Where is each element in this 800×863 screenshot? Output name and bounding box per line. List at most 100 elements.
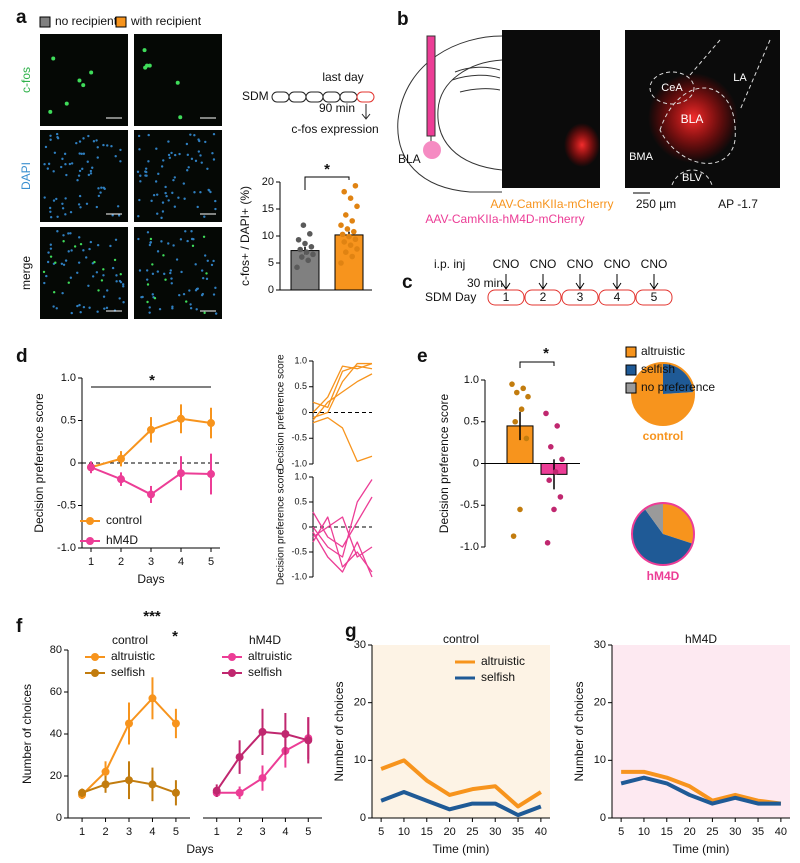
- legend-title: hM4D: [249, 633, 281, 647]
- cell: [144, 170, 147, 173]
- day-number: 2: [540, 290, 547, 304]
- cell: [61, 157, 64, 161]
- legend-swatch: [625, 346, 637, 358]
- marker: [148, 780, 157, 789]
- cell: [151, 272, 155, 276]
- y-tick-label: 30: [594, 639, 606, 651]
- cell: [170, 151, 173, 155]
- micrograph: [134, 34, 222, 126]
- cell: [186, 153, 190, 157]
- cell: [64, 101, 69, 106]
- x-tick-label: 4: [178, 556, 184, 568]
- cell: [117, 214, 121, 217]
- cell: [178, 152, 181, 156]
- cell: [70, 162, 74, 165]
- y-tick-label: 0.5: [61, 414, 76, 426]
- legend-marker: [228, 669, 236, 677]
- data-point: [554, 423, 560, 429]
- injection-site: [423, 141, 441, 159]
- drug-label: CNO: [604, 257, 631, 271]
- cell: [97, 187, 100, 190]
- cell: [109, 244, 112, 248]
- cell: [87, 173, 91, 177]
- day-pill: [524, 289, 562, 306]
- cell: [187, 166, 190, 169]
- x-axis-label: Days: [137, 572, 164, 586]
- pie-slice: [663, 503, 694, 544]
- pie-border: [631, 362, 695, 426]
- cell: [80, 152, 83, 156]
- y-tick-label: 10: [262, 230, 274, 242]
- cell: [100, 279, 104, 282]
- data-point: [544, 540, 551, 546]
- cell: [65, 173, 68, 177]
- cell: [113, 258, 117, 262]
- y-tick-label: -1.0: [57, 542, 76, 554]
- data-point: [557, 494, 564, 500]
- y-tick-label: 0: [56, 812, 62, 824]
- legend-swatch: [625, 364, 637, 376]
- area-outlines: [649, 39, 771, 186]
- data-point: [520, 385, 526, 392]
- x-tick-label: 40: [535, 826, 547, 838]
- cell: [169, 271, 172, 275]
- timeline-note: c-fos expression: [291, 122, 378, 136]
- cell: [122, 301, 125, 304]
- cell: [56, 215, 59, 218]
- x-tick-label: 5: [378, 826, 384, 838]
- x-tick-label: 40: [775, 826, 787, 838]
- row-label: merge: [19, 256, 33, 290]
- data-point: [354, 246, 360, 252]
- cell: [164, 185, 167, 189]
- day-number: 4: [614, 290, 621, 304]
- y-tick-label: 0: [302, 407, 307, 417]
- legend-swatch: [625, 382, 637, 394]
- panel-letter: f: [16, 616, 23, 637]
- cell: [168, 156, 172, 160]
- cell: [190, 230, 193, 233]
- y-tick-label: 0: [70, 457, 76, 469]
- cell: [170, 277, 173, 280]
- cell: [139, 180, 142, 183]
- arrow-head: [501, 282, 511, 290]
- y-tick-label: 10: [354, 754, 366, 766]
- data-point: [343, 249, 349, 255]
- data-point: [525, 393, 531, 400]
- data-point: [523, 435, 530, 442]
- legend-label: with recipient: [130, 14, 202, 28]
- y-tick-label: 1.0: [464, 374, 479, 386]
- area-label: BMA: [629, 151, 654, 163]
- data-point: [302, 240, 308, 247]
- expression-area: [564, 123, 600, 167]
- cell: [102, 268, 105, 271]
- y-tick-label: -0.5: [291, 433, 307, 443]
- cell: [91, 275, 95, 278]
- cell: [138, 148, 141, 151]
- y-tick-label: 15: [262, 203, 274, 215]
- data-point: [352, 182, 359, 189]
- cell: [199, 154, 202, 157]
- cell: [173, 176, 177, 179]
- legend-marker: [91, 669, 99, 677]
- data-point: [339, 231, 346, 238]
- cell: [81, 167, 84, 171]
- arrow-head: [538, 282, 548, 290]
- cell: [164, 278, 167, 281]
- cell: [76, 304, 79, 308]
- y-tick-label: 80: [50, 644, 62, 656]
- cell: [148, 243, 152, 247]
- cell: [48, 109, 53, 114]
- x-tick-label: 5: [305, 826, 311, 838]
- cell: [99, 191, 102, 194]
- cell: [62, 240, 65, 243]
- cell: [149, 237, 153, 241]
- cell: [192, 238, 195, 241]
- annotation: *: [172, 628, 178, 645]
- series-line: [312, 416, 373, 463]
- cell: [183, 197, 186, 200]
- cell: [150, 199, 153, 203]
- cell: [47, 162, 51, 166]
- legend-marker: [228, 653, 236, 661]
- cell: [178, 115, 183, 120]
- cell: [146, 283, 150, 286]
